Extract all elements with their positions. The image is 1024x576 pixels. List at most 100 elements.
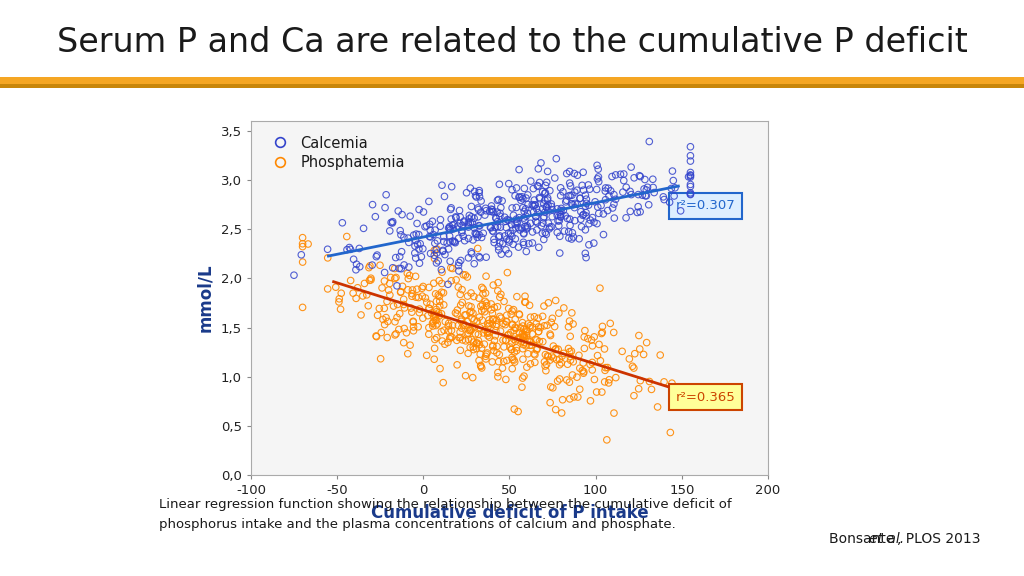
Calcemia — [460, 234, 476, 243]
Phosphatemia — [597, 363, 613, 372]
Phosphatemia — [571, 363, 588, 373]
Phosphatemia — [498, 336, 514, 345]
Phosphatemia — [421, 304, 437, 313]
Phosphatemia — [563, 347, 580, 356]
Calcemia — [562, 191, 579, 200]
Phosphatemia — [475, 304, 492, 313]
Phosphatemia — [479, 327, 496, 336]
Calcemia — [575, 185, 592, 195]
Calcemia — [665, 166, 681, 176]
Phosphatemia — [412, 305, 428, 314]
Calcemia — [589, 185, 605, 194]
Phosphatemia — [590, 351, 606, 360]
Calcemia — [572, 215, 589, 224]
Calcemia — [471, 230, 487, 239]
Phosphatemia — [489, 286, 506, 295]
Phosphatemia — [399, 349, 416, 358]
Calcemia — [508, 183, 524, 192]
Phosphatemia — [542, 329, 558, 339]
Calcemia — [551, 208, 567, 217]
Calcemia — [468, 192, 484, 202]
Phosphatemia — [548, 296, 564, 305]
Phosphatemia — [488, 342, 505, 351]
Calcemia — [471, 252, 487, 261]
Calcemia — [427, 225, 443, 234]
Calcemia — [463, 202, 479, 211]
Phosphatemia — [506, 347, 522, 357]
Phosphatemia — [594, 388, 610, 397]
Calcemia — [582, 184, 598, 194]
Calcemia — [680, 172, 696, 181]
Phosphatemia — [514, 332, 530, 342]
Calcemia — [384, 263, 400, 272]
Calcemia — [484, 226, 501, 236]
Calcemia — [565, 233, 582, 242]
Phosphatemia — [495, 319, 511, 328]
Calcemia — [569, 200, 586, 209]
Calcemia — [553, 206, 569, 215]
Phosphatemia — [466, 292, 482, 301]
Calcemia — [615, 169, 632, 179]
Calcemia — [409, 219, 425, 228]
Calcemia — [416, 207, 432, 217]
Calcemia — [515, 238, 531, 247]
Phosphatemia — [431, 301, 447, 310]
Calcemia — [378, 190, 394, 199]
Calcemia — [538, 181, 554, 190]
Phosphatemia — [511, 333, 527, 342]
Phosphatemia — [479, 329, 496, 338]
Calcemia — [515, 214, 531, 223]
Phosphatemia — [484, 314, 501, 324]
Phosphatemia — [404, 317, 421, 326]
Phosphatemia — [522, 338, 539, 347]
Calcemia — [530, 242, 547, 252]
Phosphatemia — [599, 435, 615, 445]
Phosphatemia — [592, 356, 608, 365]
Calcemia — [454, 226, 470, 235]
Calcemia — [286, 271, 302, 280]
Calcemia — [408, 236, 424, 245]
Phosphatemia — [526, 312, 543, 321]
Phosphatemia — [459, 272, 475, 282]
Calcemia — [504, 220, 520, 229]
Calcemia — [578, 191, 594, 200]
Calcemia — [387, 253, 403, 262]
Calcemia — [530, 164, 547, 173]
Calcemia — [538, 188, 554, 198]
Calcemia — [590, 202, 606, 211]
Calcemia — [473, 207, 489, 217]
Phosphatemia — [543, 318, 559, 327]
Text: Linear regression function showing the relationship between the cumulative defic: Linear regression function showing the r… — [159, 498, 731, 511]
Phosphatemia — [499, 268, 515, 277]
Calcemia — [664, 184, 680, 193]
Phosphatemia — [460, 328, 476, 338]
Phosphatemia — [526, 358, 543, 367]
Phosphatemia — [498, 335, 514, 344]
Calcemia — [483, 204, 500, 214]
Phosphatemia — [479, 319, 496, 328]
Calcemia — [571, 194, 588, 203]
Phosphatemia — [419, 351, 435, 360]
Phosphatemia — [516, 372, 532, 381]
Phosphatemia — [457, 321, 473, 330]
Calcemia — [599, 206, 615, 215]
Phosphatemia — [447, 275, 464, 285]
Calcemia — [481, 207, 498, 216]
Phosphatemia — [449, 309, 465, 319]
Phosphatemia — [527, 335, 544, 344]
Calcemia — [578, 249, 594, 258]
Phosphatemia — [530, 323, 547, 332]
Calcemia — [667, 183, 683, 192]
Calcemia — [457, 236, 473, 245]
Calcemia — [456, 218, 472, 227]
Phosphatemia — [504, 306, 520, 316]
Calcemia — [464, 249, 480, 258]
Calcemia — [531, 193, 548, 202]
Phosphatemia — [521, 340, 538, 350]
Calcemia — [437, 250, 454, 259]
Phosphatemia — [462, 325, 478, 334]
Calcemia — [528, 204, 545, 213]
Phosphatemia — [561, 347, 578, 357]
Calcemia — [540, 194, 556, 203]
Phosphatemia — [516, 332, 532, 342]
